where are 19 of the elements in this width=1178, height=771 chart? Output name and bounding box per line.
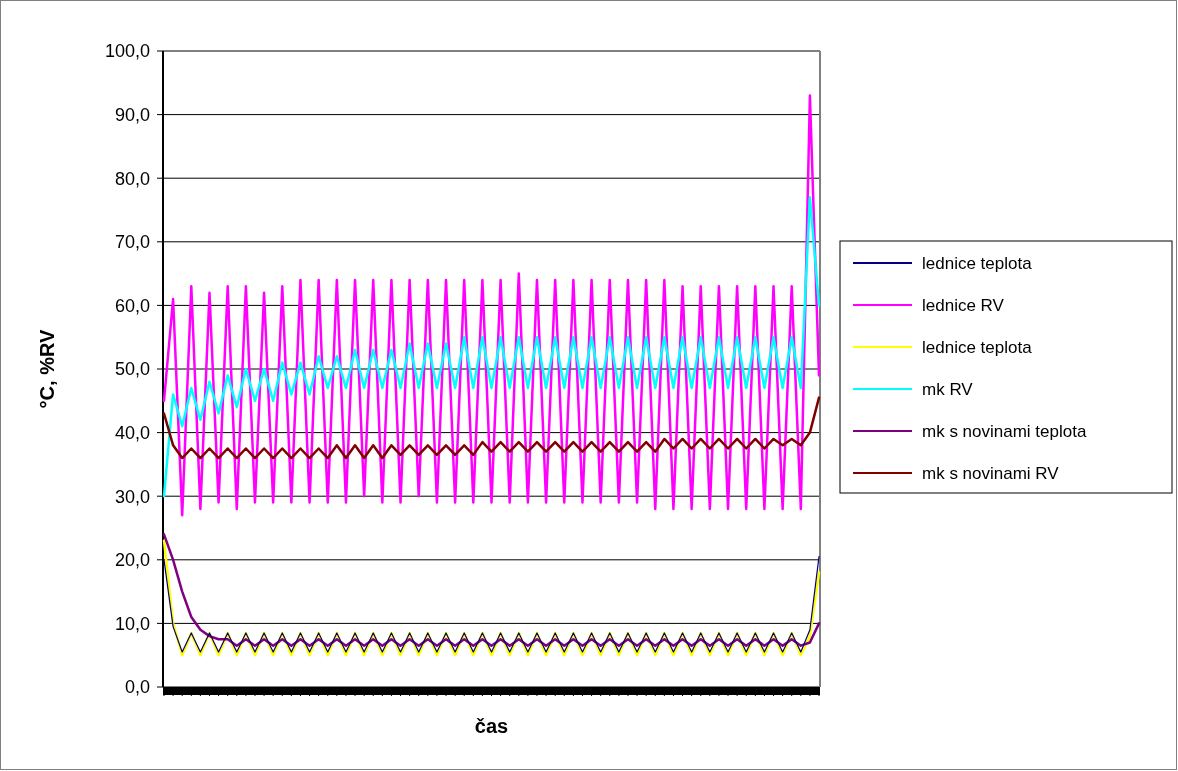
y-tick-label: 70,0 [114,232,150,253]
y-tick-label: 20,0 [114,550,150,571]
y-tick-label: 0,0 [124,677,150,698]
y-tick-label: 40,0 [114,422,150,443]
legend-label: lednice RV [922,295,1005,315]
y-tick-label: 80,0 [114,168,150,189]
y-tick-label: 30,0 [114,486,150,507]
legend-label: mk RV [922,379,974,399]
y-tick-label: 60,0 [114,295,150,316]
legend-label: mk s novinami RV [922,463,1060,483]
y-tick-label: 90,0 [114,104,150,125]
x-axis-title: čas [474,715,509,737]
legend-label: lednice teplota [922,253,1033,273]
y-tick-label: 50,0 [114,359,150,380]
legend-label: lednice teplota [922,337,1033,357]
y-tick-label: 10,0 [114,613,150,634]
legend-label: mk s novinami teplota [922,421,1087,441]
y-tick-label: 100,0 [104,41,150,62]
y-axis-title: °C, %RV [36,328,58,409]
